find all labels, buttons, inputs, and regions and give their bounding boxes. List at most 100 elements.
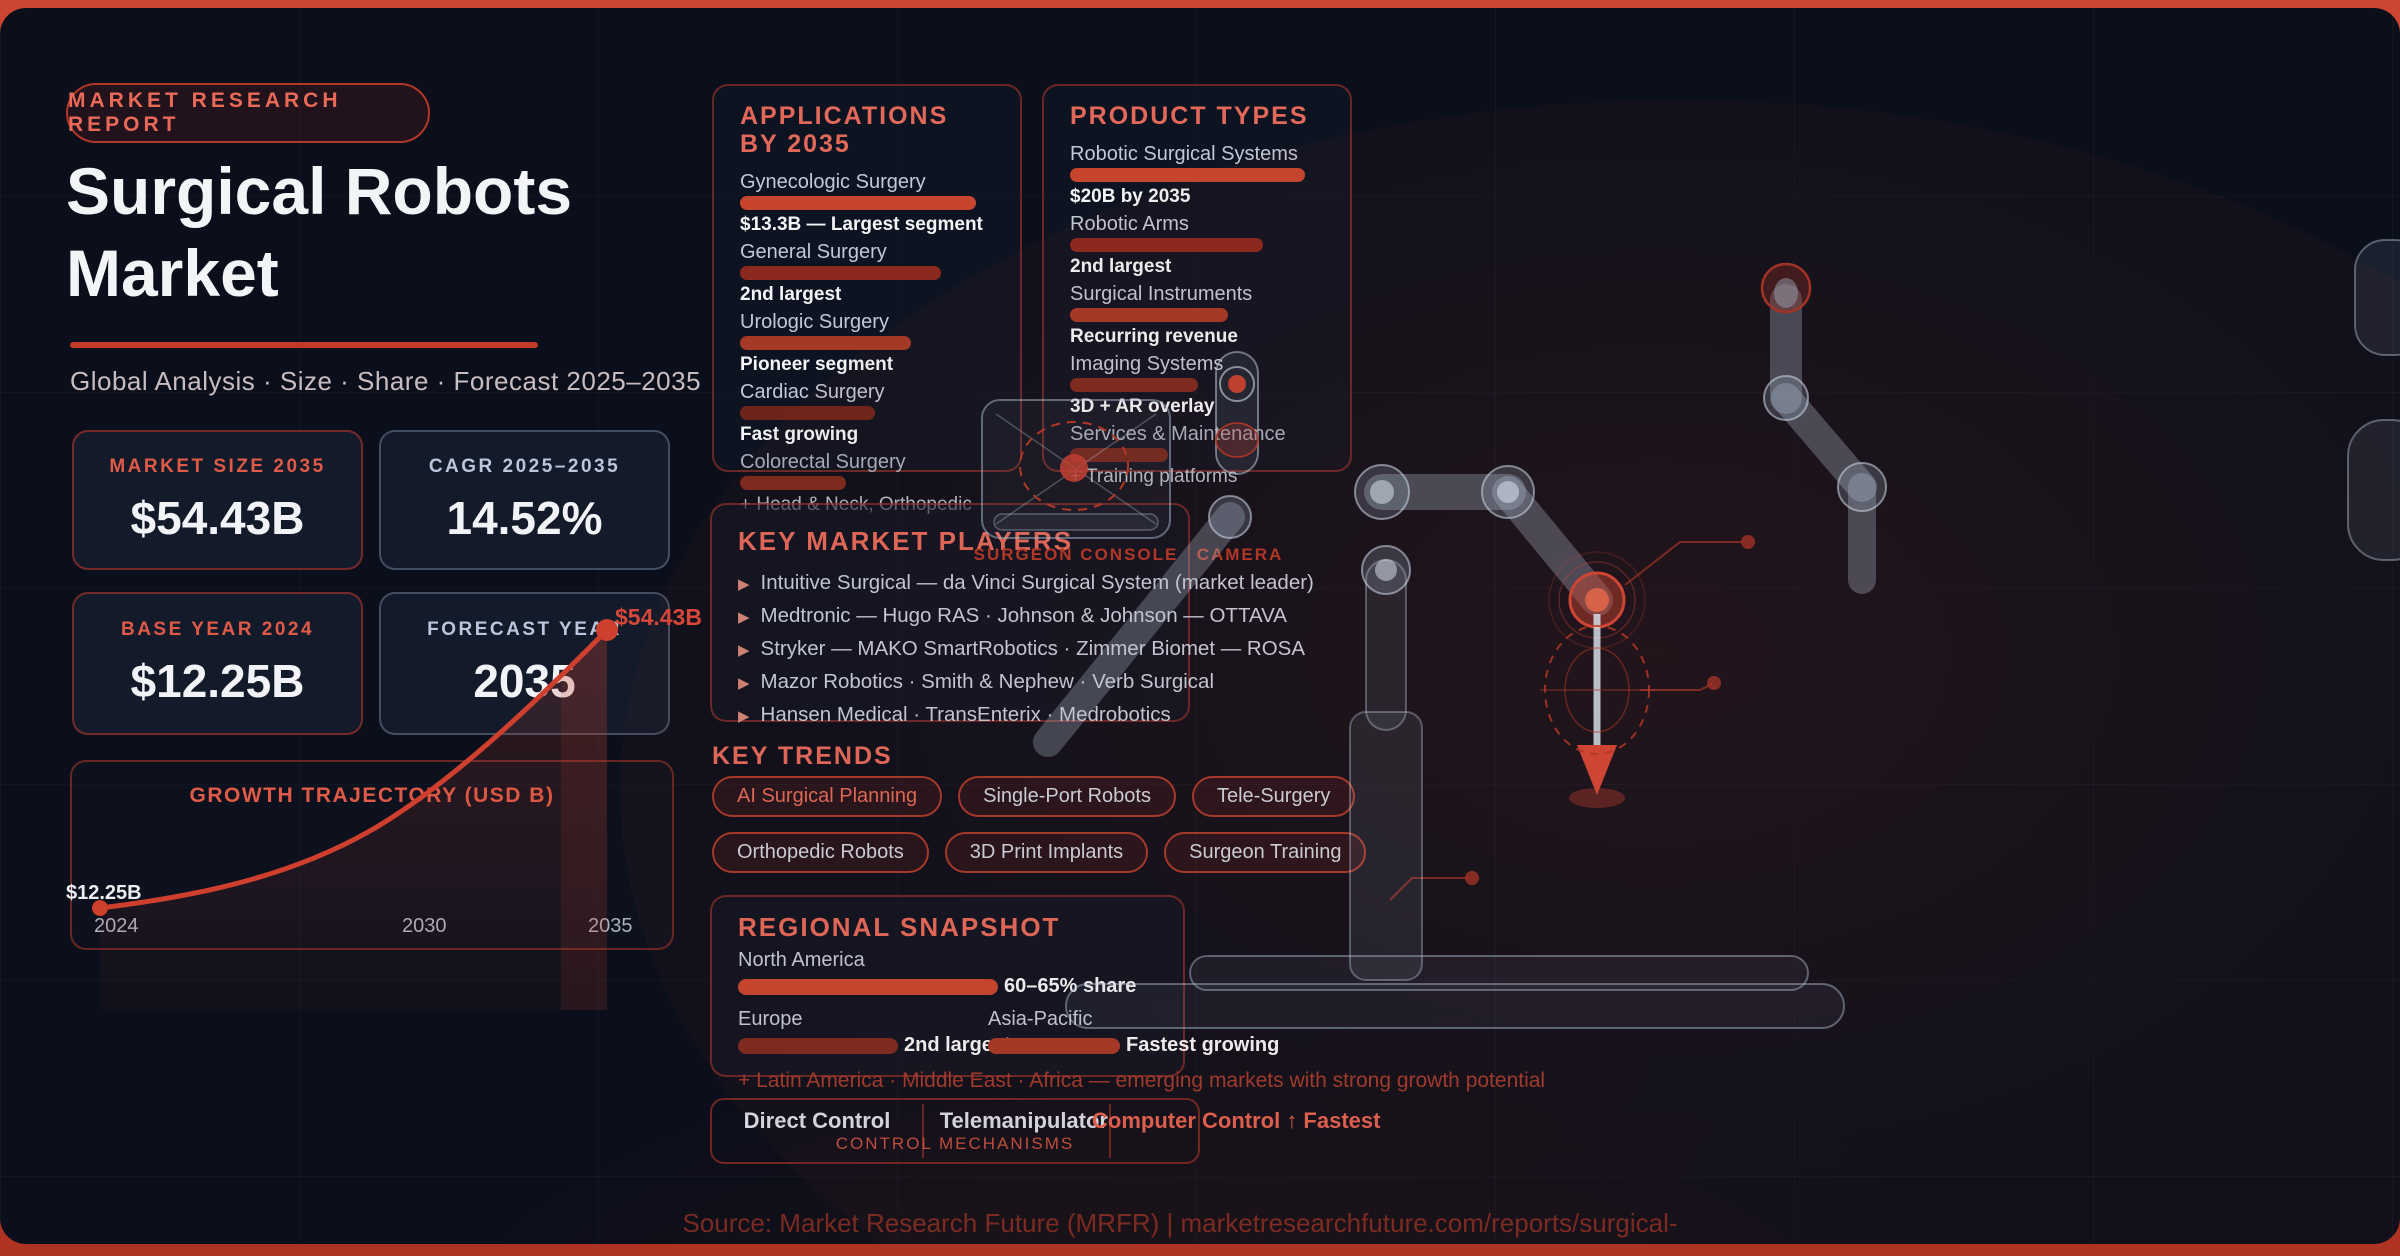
trend-chip: Single-Port Robots	[958, 776, 1176, 817]
application-bar	[740, 406, 875, 420]
secondary-robot-arm	[1760, 262, 1887, 594]
triangle-bullet-icon: ▶	[738, 675, 750, 692]
region-note: Fastest growing	[1126, 1034, 1280, 1056]
x-tick-2035: 2035	[588, 915, 633, 937]
stat-value: $12.25B	[130, 655, 305, 707]
triangle-bullet-icon: ▶	[738, 609, 750, 626]
application-bar	[740, 336, 911, 350]
trend-chip-row: AI Surgical Planning Single-Port Robots …	[712, 776, 1356, 817]
product-bar	[1070, 448, 1168, 462]
applications-panel: APPLICATIONS BY 2035 Gynecologic Surgery…	[712, 84, 1022, 514]
stat-label: FORECAST YEAR	[427, 619, 622, 640]
region-note: 2nd largest	[904, 1034, 1011, 1056]
x-tick-2024: 2024	[94, 915, 139, 937]
stat-value: 2035	[473, 655, 576, 707]
region-name: Asia-Pacific	[988, 1008, 1093, 1030]
application-note: Pioneer segment	[740, 354, 894, 375]
control-divider	[922, 1104, 924, 1158]
product-item: Services & Maintenance + Training platfo…	[1070, 424, 1324, 486]
region-bar	[988, 1037, 1120, 1054]
trend-chip: Tele-Surgery	[1191, 776, 1356, 817]
control-telemanipulator: Telemanipulator	[939, 1108, 1108, 1133]
growth-end-value: $54.43B	[615, 604, 702, 630]
application-note: $13.3B — Largest segment	[740, 214, 983, 235]
application-name: Urologic Surgery	[740, 311, 889, 333]
product-note: + Training platforms	[1070, 466, 1238, 487]
camera-label: CAMERA	[1197, 545, 1284, 564]
product-name: Robotic Surgical Systems	[1070, 143, 1298, 165]
product-bar	[1070, 378, 1198, 392]
control-computer: Computer Control ↑ Fastest	[1092, 1108, 1381, 1133]
control-direct: Direct Control	[743, 1108, 891, 1133]
product-bar	[1070, 168, 1305, 182]
product-item: Imaging Systems 3D + AR overlay	[1070, 354, 1324, 416]
stat-value: 14.52%	[446, 491, 603, 544]
stat-card-cagr: CAGR 2025–2035 14.52%	[379, 430, 670, 570]
trend-chip: Orthopedic Robots	[712, 832, 929, 873]
player-row: ▶ Hansen Medical · TransEnterix · Medrobo…	[738, 699, 1171, 732]
product-item: Surgical Instruments Recurring revenue	[1070, 284, 1324, 346]
page-title-line1: Surgical Robots	[66, 154, 573, 228]
player-text: Mazor Robotics · Smith & Nephew · Verb S…	[760, 670, 1214, 693]
page-title: Surgical Robots Market	[66, 150, 706, 314]
regional-footnote: + Latin America · Middle East · Africa —…	[738, 1069, 1546, 1092]
growth-chart-title: GROWTH TRAJECTORY (USD B)	[189, 784, 555, 807]
product-name: Imaging Systems	[1070, 353, 1224, 375]
stat-card-market-size: MARKET SIZE 2035 $54.43B	[72, 430, 363, 570]
key-market-players-title: KEY MARKET PLAYERS	[738, 526, 1074, 556]
control-mechanisms-box: Direct Control Telemanipulator Computer …	[710, 1098, 1380, 1164]
key-trends-title: KEY TRENDS	[712, 742, 893, 770]
page-subtitle: Global Analysis · Size · Share · Forecas…	[70, 366, 702, 396]
main-robot-arm	[1349, 464, 1655, 981]
report-badge-label: MARKET RESEARCH REPORT	[68, 89, 342, 136]
triangle-bullet-icon: ▶	[738, 642, 750, 659]
circuit-dots	[1465, 535, 1755, 885]
region-north-america: North America 60–65% share	[738, 949, 1157, 998]
application-item: Cardiac Surgery Fast growing	[740, 382, 994, 444]
product-types-panel: PRODUCT TYPES Robotic Surgical Systems $…	[1042, 84, 1352, 486]
page-title-line2: Market	[66, 236, 279, 310]
trend-chip-row: Orthopedic Robots 3D Print Implants Surg…	[712, 832, 1367, 873]
product-note: 2nd largest	[1070, 256, 1172, 277]
application-bar	[740, 476, 846, 490]
x-tick-2030: 2030	[402, 915, 447, 937]
control-divider	[1109, 1104, 1111, 1158]
triangle-bullet-icon: ▶	[738, 708, 750, 725]
product-note: 3D + AR overlay	[1070, 396, 1215, 417]
applications-title: APPLICATIONS BY 2035	[740, 102, 949, 158]
player-row: ▶ Stryker — MAKO SmartRobotics · Zimmer B…	[738, 633, 1305, 666]
product-bar	[1070, 238, 1263, 252]
stat-value: $54.43B	[130, 491, 305, 544]
key-market-players-panel: KEY MARKET PLAYERS ▶ Intuitive Surgical —…	[710, 503, 1314, 726]
report-badge: MARKET RESEARCH REPORT	[66, 83, 430, 143]
player-text: Stryker — MAKO SmartRobotics · Zimmer Bi…	[760, 637, 1306, 660]
application-bar	[740, 196, 976, 210]
product-item: Robotic Surgical Systems $20B by 2035	[1070, 144, 1324, 206]
trend-chip: 3D Print Implants	[944, 832, 1149, 873]
stat-label: CAGR 2025–2035	[428, 455, 621, 477]
application-name: Colorectal Surgery	[740, 451, 906, 473]
application-item: General Surgery 2nd largest	[740, 242, 994, 304]
trend-chip: Surgeon Training	[1164, 832, 1367, 873]
product-bar	[1070, 308, 1228, 322]
growth-chart-panel: GROWTH TRAJECTORY (USD B) 2024 2030 2035	[70, 760, 674, 950]
trend-chip: AI Surgical Planning	[712, 776, 943, 817]
stat-label: MARKET SIZE 2035	[109, 455, 326, 477]
triangle-bullet-icon: ▶	[738, 576, 750, 593]
application-name: General Surgery	[740, 241, 887, 263]
region-name: North America	[738, 949, 865, 971]
application-note: Fast growing	[740, 424, 859, 445]
product-types-title: PRODUCT TYPES	[1070, 102, 1309, 130]
player-text: Medtronic — Hugo RAS · Johnson & Johnson…	[760, 604, 1287, 627]
product-item: Robotic Arms 2nd largest	[1070, 214, 1324, 276]
region-name: Europe	[738, 1008, 803, 1030]
player-row: ▶ Medtronic — Hugo RAS · Johnson & Johnso…	[738, 600, 1287, 633]
title-divider	[70, 342, 538, 348]
source-attribution: Source: Market Research Future (MRFR) | …	[682, 1208, 1678, 1244]
product-name: Surgical Instruments	[1070, 283, 1253, 305]
product-name: Services & Maintenance	[1070, 423, 1286, 445]
product-note: $20B by 2035	[1070, 186, 1191, 207]
circuit-traces	[1389, 541, 1742, 901]
player-row: ▶ Intuitive Surgical — da Vinci Surgical …	[738, 567, 1314, 600]
